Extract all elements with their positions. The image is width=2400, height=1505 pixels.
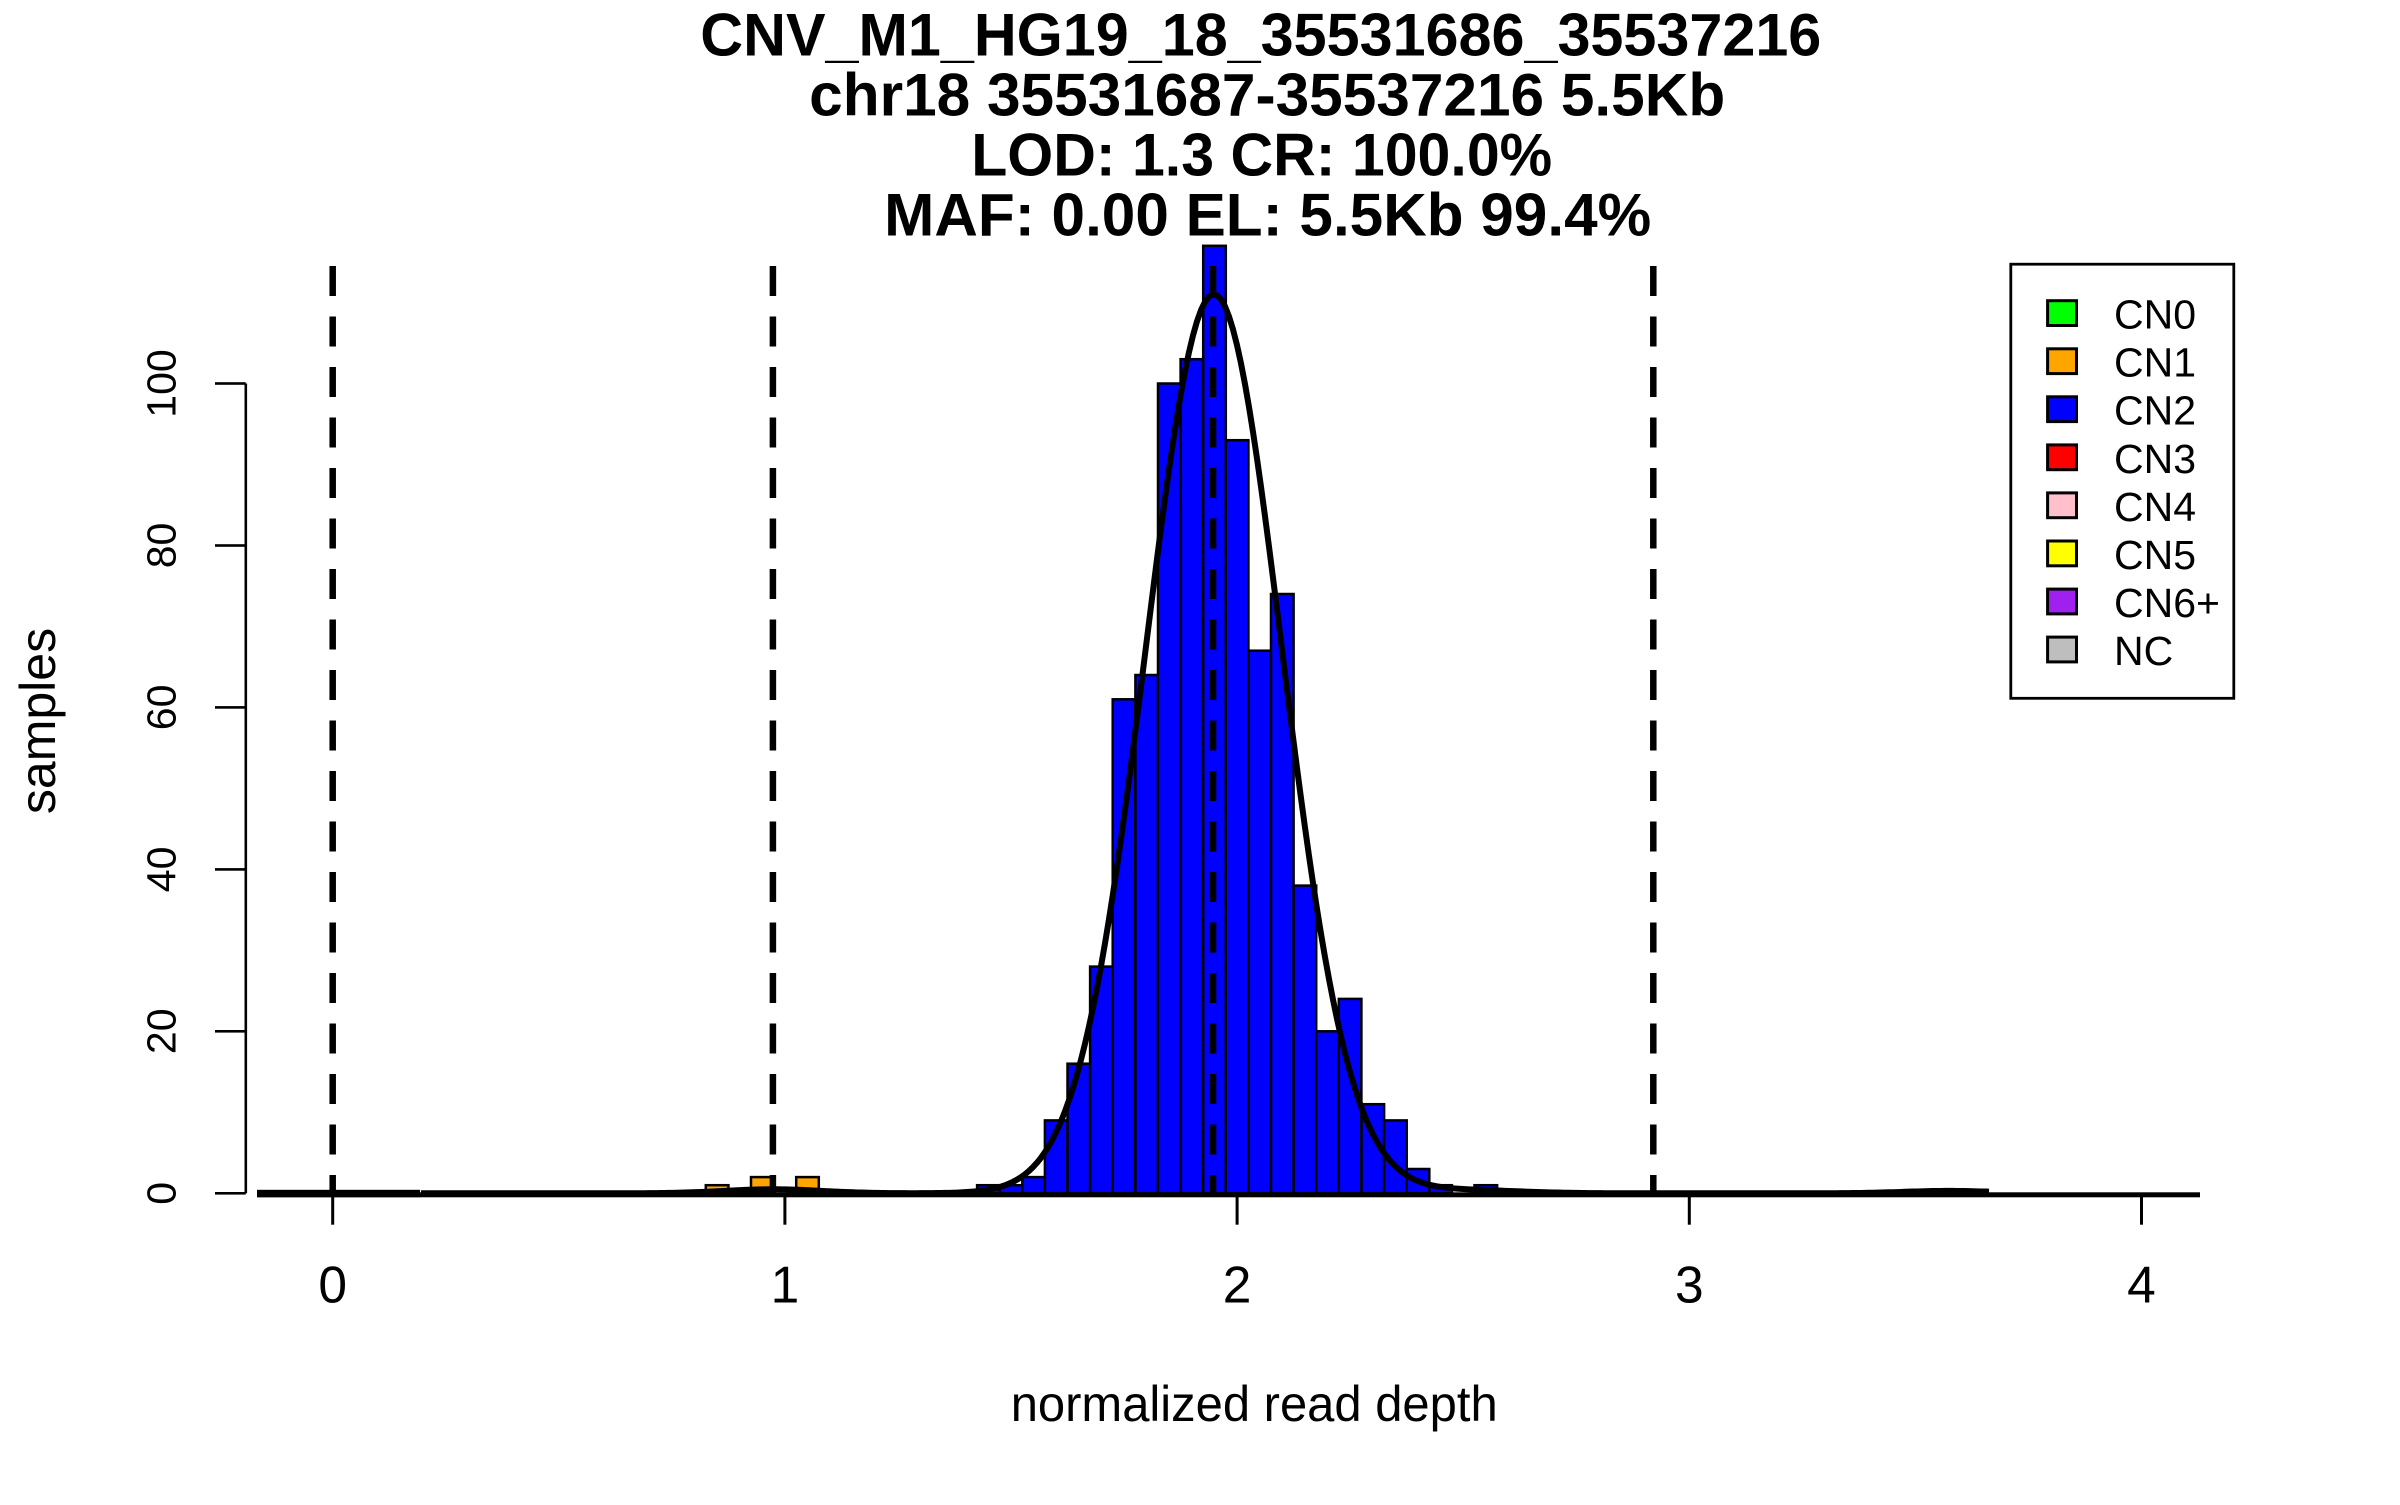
svg-text:CN2: CN2 [2114,388,2196,434]
svg-text:CN5: CN5 [2114,532,2196,578]
svg-text:40: 40 [139,847,185,893]
svg-text:20: 20 [139,1008,185,1054]
svg-text:CN4: CN4 [2114,484,2196,530]
svg-text:4: 4 [2127,1256,2156,1314]
svg-text:3: 3 [1675,1256,1704,1314]
svg-text:2: 2 [1223,1256,1252,1314]
svg-text:MAF: 0.00 EL: 5.5Kb 99.4%: MAF: 0.00 EL: 5.5Kb 99.4% [884,182,1651,249]
svg-text:CN6+: CN6+ [2114,580,2220,626]
svg-text:1: 1 [771,1256,800,1314]
svg-text:CN3: CN3 [2114,436,2196,482]
svg-text:100: 100 [139,349,185,417]
svg-text:samples: samples [10,628,66,814]
svg-text:CNV_M1_HG19_18_35531686_355372: CNV_M1_HG19_18_35531686_35537216 [700,2,1821,69]
svg-text:NC: NC [2114,628,2173,674]
svg-text:CN1: CN1 [2114,340,2196,386]
svg-text:normalized read depth: normalized read depth [1011,1376,1498,1432]
svg-text:60: 60 [139,685,185,731]
svg-text:80: 80 [139,523,185,569]
svg-text:0: 0 [139,1182,185,1205]
svg-text:LOD: 1.3 CR: 100.0%: LOD: 1.3 CR: 100.0% [971,122,1552,189]
svg-text:0: 0 [318,1256,347,1314]
svg-text:CN0: CN0 [2114,292,2196,338]
svg-text:chr18 35531687-35537216 5.5Kb: chr18 35531687-35537216 5.5Kb [809,62,1725,129]
